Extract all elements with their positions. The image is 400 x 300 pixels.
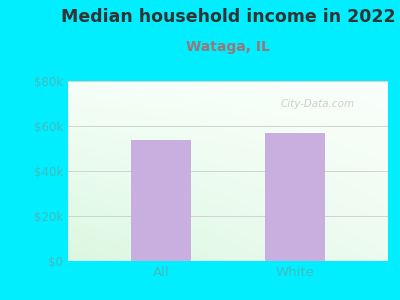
- Bar: [265, 133, 325, 261]
- Text: Wataga, IL: Wataga, IL: [186, 40, 270, 55]
- Bar: [131, 140, 191, 261]
- Text: Median household income in 2022: Median household income in 2022: [61, 8, 395, 26]
- Text: City-Data.com: City-Data.com: [280, 99, 355, 110]
